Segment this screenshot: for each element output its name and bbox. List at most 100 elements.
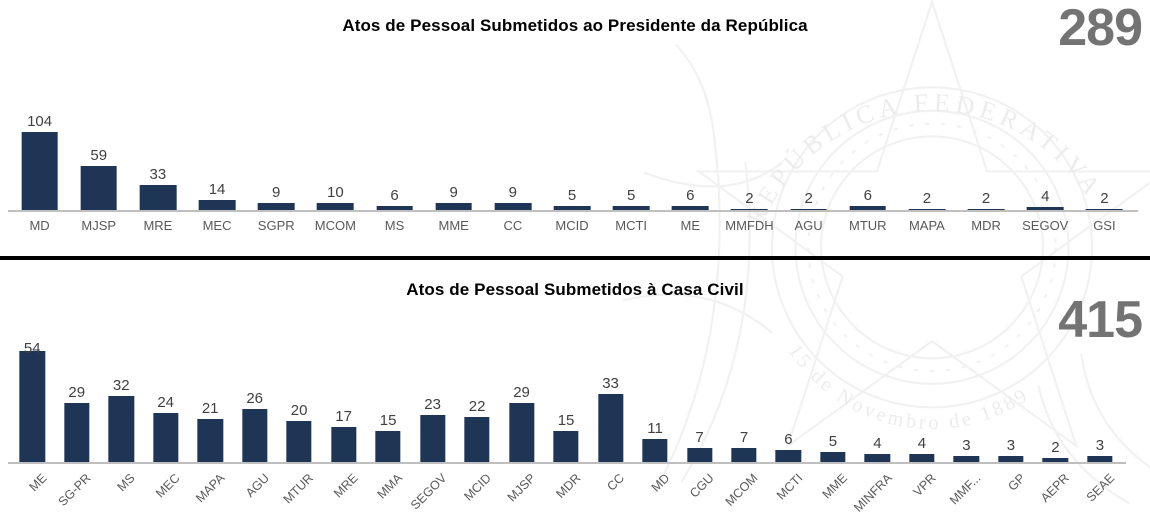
x-axis-label: MAPA bbox=[897, 215, 956, 237]
bar bbox=[1027, 207, 1064, 210]
bar-slot: 59 bbox=[69, 55, 128, 210]
bar-value-label: 5 bbox=[568, 188, 576, 203]
bar-slot: 3 bbox=[989, 340, 1033, 462]
x-axis-label: AEPR bbox=[1033, 467, 1077, 516]
bar bbox=[1087, 456, 1112, 462]
bar-value-label: 15 bbox=[558, 413, 575, 428]
bar-value-label: 4 bbox=[918, 436, 926, 451]
bar bbox=[21, 132, 58, 210]
chart-title-presidente: Atos de Pessoal Submetidos ao Presidente… bbox=[0, 16, 1150, 36]
bar bbox=[731, 448, 756, 462]
bar-slot: 3 bbox=[944, 340, 988, 462]
bar-value-label: 20 bbox=[291, 403, 308, 418]
bar bbox=[286, 421, 311, 462]
bar-value-label: 29 bbox=[513, 385, 530, 400]
bar-value-label: 29 bbox=[68, 385, 85, 400]
bar-value-label: 104 bbox=[27, 114, 52, 129]
x-axis-label: MMFDH bbox=[720, 215, 779, 237]
bar bbox=[865, 454, 890, 462]
bar-value-label: 2 bbox=[1100, 191, 1108, 206]
x-axis-label: ME bbox=[661, 215, 720, 237]
bar bbox=[198, 419, 223, 462]
bar-slot: 33 bbox=[128, 55, 187, 210]
x-axis-label: SG-PR bbox=[54, 467, 98, 516]
bar-value-label: 3 bbox=[1096, 438, 1104, 453]
bar-value-label: 2 bbox=[745, 191, 753, 206]
bar bbox=[998, 456, 1023, 462]
bar bbox=[554, 206, 591, 210]
x-axis-label: AGU bbox=[779, 215, 838, 237]
bar-slot: 9 bbox=[483, 55, 542, 210]
chart-presidente: Atos de Pessoal Submetidos ao Presidente… bbox=[0, 0, 1150, 256]
x-axis-label: CGU bbox=[677, 467, 721, 516]
bar-slot: 7 bbox=[677, 340, 721, 462]
bar-value-label: 9 bbox=[509, 185, 517, 200]
bar bbox=[153, 413, 178, 462]
bar-value-label: 3 bbox=[962, 438, 970, 453]
bar-slot: 7 bbox=[722, 340, 766, 462]
total-badge-presidente: 289 bbox=[1058, 2, 1142, 54]
bar bbox=[672, 206, 709, 211]
x-axis-label: SEGOV bbox=[410, 467, 454, 516]
bar bbox=[968, 209, 1005, 211]
bar-slot: 2 bbox=[897, 55, 956, 210]
bar bbox=[642, 439, 667, 462]
x-axis-labels-casa-civil: MESG-PRMSMECMAPAAGUMTURMREMMASEGOVMCIDMJ… bbox=[10, 467, 1122, 516]
bar-plot-casa-civil: 5429322421262017152322291533117765443323 bbox=[10, 340, 1122, 462]
bar-value-label: 7 bbox=[740, 430, 748, 445]
x-axis-line bbox=[8, 210, 1138, 212]
bar-slot: 32 bbox=[99, 340, 143, 462]
x-axis-label: MDR bbox=[957, 215, 1016, 237]
bar bbox=[687, 448, 712, 462]
x-axis-label: MCOM bbox=[722, 467, 766, 516]
bar-slot: 2 bbox=[779, 55, 838, 210]
bar-slot: 11 bbox=[633, 340, 677, 462]
bar-value-label: 22 bbox=[469, 399, 486, 414]
bar-value-label: 17 bbox=[335, 409, 352, 424]
bar-slot: 104 bbox=[10, 55, 69, 210]
bar-value-label: 26 bbox=[246, 391, 263, 406]
bar bbox=[909, 454, 934, 462]
x-axis-label: GP bbox=[989, 467, 1033, 516]
bar-value-label: 9 bbox=[272, 185, 280, 200]
x-axis-label: MCOM bbox=[306, 215, 365, 237]
bar-value-label: 33 bbox=[150, 167, 167, 182]
section-divider bbox=[0, 256, 1150, 260]
x-axis-line bbox=[8, 462, 1126, 464]
bar-value-label: 15 bbox=[380, 413, 397, 428]
x-axis-label: GSI bbox=[1075, 215, 1134, 237]
bar bbox=[199, 200, 236, 211]
bar bbox=[509, 403, 534, 462]
bar bbox=[1043, 458, 1068, 462]
bar bbox=[331, 427, 356, 462]
x-axis-label: MS bbox=[365, 215, 424, 237]
bar-slot: 5 bbox=[542, 55, 601, 210]
bar bbox=[849, 206, 886, 211]
x-axis-label: MEC bbox=[143, 467, 187, 516]
bar-value-label: 4 bbox=[1041, 189, 1049, 204]
bar-value-label: 3 bbox=[1007, 438, 1015, 453]
bar-slot: 2 bbox=[720, 55, 779, 210]
x-axis-label: MTUR bbox=[277, 467, 321, 516]
x-axis-label: MRE bbox=[321, 467, 365, 516]
bar-value-label: 32 bbox=[113, 378, 130, 393]
bar-value-label: 5 bbox=[627, 188, 635, 203]
bar-slot: 21 bbox=[188, 340, 232, 462]
bar-value-label: 54 bbox=[24, 341, 41, 356]
bar bbox=[553, 431, 578, 462]
x-axis-label: MME bbox=[424, 215, 483, 237]
bar bbox=[435, 203, 472, 210]
x-axis-label: MINFRA bbox=[855, 467, 899, 516]
x-axis-label: MD bbox=[633, 467, 677, 516]
x-axis-label: VPR bbox=[900, 467, 944, 516]
bar-slot: 6 bbox=[661, 55, 720, 210]
bar bbox=[140, 185, 177, 210]
bar-slot: 23 bbox=[410, 340, 454, 462]
bar-plot-presidente: 1045933149106995562262242 bbox=[10, 55, 1134, 210]
x-axis-label: MTUR bbox=[838, 215, 897, 237]
bar bbox=[598, 394, 623, 462]
x-axis-label: AGU bbox=[232, 467, 276, 516]
total-badge-casa-civil: 415 bbox=[1058, 294, 1142, 346]
bar bbox=[420, 415, 445, 462]
bar-value-label: 5 bbox=[829, 434, 837, 449]
